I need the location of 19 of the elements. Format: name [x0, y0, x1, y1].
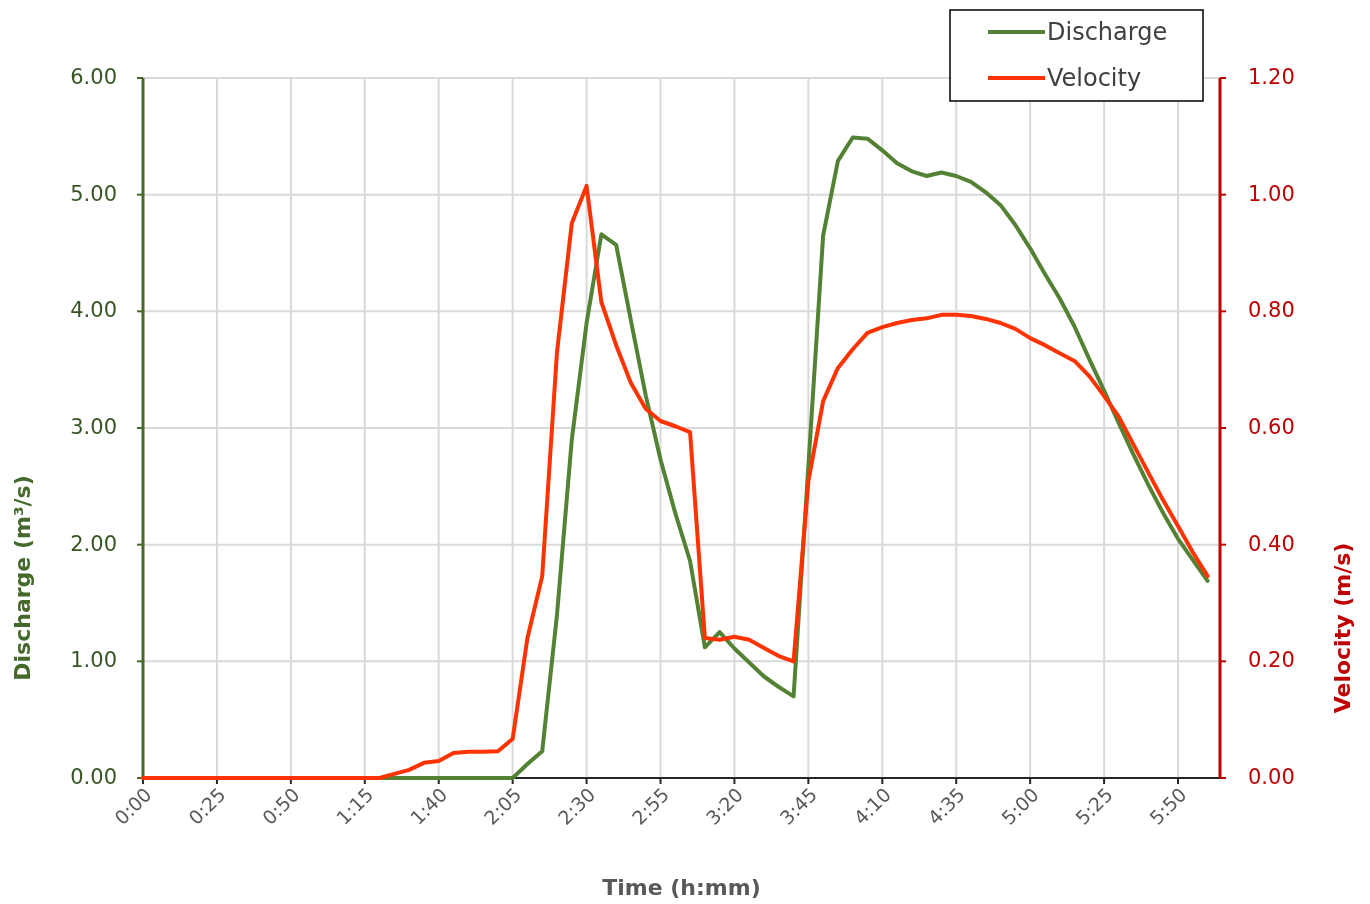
- y-tick-label: 6.00: [70, 65, 117, 89]
- y2-tick-label: 0.80: [1248, 298, 1295, 323]
- y2-tick-label: 0.60: [1248, 415, 1295, 439]
- y2-tick-label: 0.00: [1248, 765, 1295, 789]
- legend-label: Velocity: [1047, 64, 1142, 92]
- y-tick-label: 4.00: [70, 298, 117, 323]
- x-axis-title: Time (h:mm): [602, 875, 761, 900]
- y-tick-label: 0.00: [70, 765, 117, 789]
- y-tick-label: 3.00: [70, 415, 117, 439]
- y2-tick-label: 1.20: [1248, 65, 1295, 89]
- y2-tick-label: 0.40: [1248, 531, 1295, 556]
- y-tick-label: 2.00: [70, 531, 117, 556]
- y2-tick-label: 1.00: [1248, 181, 1295, 206]
- y-tick-label: 5.00: [70, 181, 117, 206]
- y2-axis-title: Velocity (m/s): [1330, 542, 1355, 714]
- legend-label: Discharge: [1047, 18, 1168, 46]
- y-tick-label: 1.00: [70, 648, 117, 673]
- y-axis-title: Discharge (m³/s): [10, 475, 35, 681]
- y2-tick-label: 0.20: [1248, 648, 1295, 673]
